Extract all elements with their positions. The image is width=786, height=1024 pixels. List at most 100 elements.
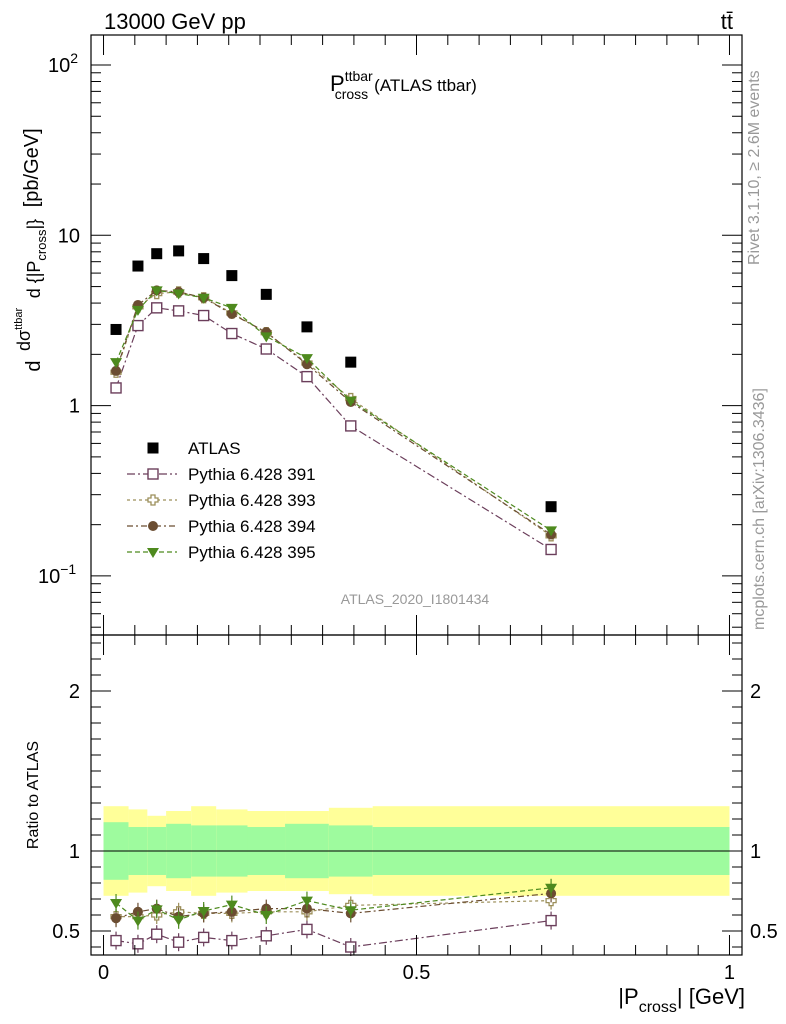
ratio-point-1 <box>226 934 238 947</box>
series-point-1 <box>226 327 238 340</box>
series-point-4 <box>260 332 273 343</box>
ratio-point-4 <box>110 899 123 909</box>
series-point-4 <box>344 396 357 407</box>
series-point-3 <box>226 309 237 320</box>
legend-label: ATLAS <box>188 439 241 458</box>
series-point-4 <box>131 305 144 316</box>
series-point-4 <box>300 354 313 365</box>
ratio-y-tick-label-right: 0.5 <box>750 921 778 943</box>
ratio-point-1 <box>345 941 357 953</box>
series-point-1 <box>545 543 557 556</box>
ratio-point-4 <box>344 906 357 917</box>
legend-label: Pythia 6.428 393 <box>188 491 316 510</box>
x-axis-label: |Pcross| [GeV] <box>618 984 745 1016</box>
series-line-4 <box>115 289 552 531</box>
ratio-point-3 <box>111 913 122 924</box>
legend-label: Pythia 6.428 391 <box>188 465 316 484</box>
main-axes: 10−1 1 10 102 <box>38 35 742 635</box>
legend-marker <box>147 548 159 558</box>
series-point-4 <box>225 303 238 314</box>
ratio-line-3 <box>115 892 552 919</box>
series-point-4 <box>172 289 185 300</box>
mcplots-label: mcplots.cern.ch [arXiv:1306.3436] <box>751 388 768 630</box>
data-point <box>132 260 144 272</box>
series-point-4 <box>110 358 123 369</box>
data-point <box>301 321 313 333</box>
legend-label: Pythia 6.428 395 <box>188 543 316 562</box>
series-point-1 <box>301 370 313 383</box>
data-point <box>198 253 210 265</box>
series-point-1 <box>110 382 122 394</box>
ratio-point-1 <box>172 936 185 948</box>
ratio-plot-marks <box>91 806 742 956</box>
series-point-1 <box>151 302 163 314</box>
ratio-line-1 <box>115 920 552 948</box>
ratio-point-1 <box>545 914 557 927</box>
ratio-y-tick-label: 2 <box>69 681 80 703</box>
ratio-line-4 <box>115 887 552 922</box>
ratio-point-4 <box>131 916 144 927</box>
ratio-point-4 <box>172 915 185 926</box>
data-point <box>260 288 272 300</box>
legend-marker <box>147 442 159 454</box>
ratio-point-1 <box>132 938 144 950</box>
y-axis-label: d dσttbar d {|Pcross|} [pb/GeV] <box>5 128 49 371</box>
legend: ATLAS Pythia 6.428 391 Pythia 6.428 393 Pyt… <box>127 439 316 562</box>
ratio-axis-label: Ratio to ATLAS <box>25 741 42 849</box>
series-point-1 <box>260 343 272 355</box>
ratio-point-1 <box>301 923 313 936</box>
ratio-y-tick-label-right: 1 <box>750 841 761 863</box>
ratio-axes: 0 0.5 1 0.5 0.5 1 1 2 2 <box>52 635 778 984</box>
series-line-1 <box>115 307 552 550</box>
series-point-1 <box>172 305 185 317</box>
ratio-y-tick-label-right: 2 <box>750 681 761 703</box>
rivet-version-label: Rivet 3.1.10, ≥ 2.6M events <box>746 70 763 265</box>
series-point-4 <box>545 526 558 537</box>
series-point-1 <box>132 319 144 332</box>
x-tick-label: 1 <box>724 962 735 984</box>
data-point <box>110 323 122 335</box>
energy-label: 13000 GeV pp <box>104 9 246 34</box>
ratio-point-1 <box>110 934 122 947</box>
series-line-3 <box>115 289 552 536</box>
series-point-3 <box>111 365 122 376</box>
ratio-panel: 0 0.5 1 0.5 0.5 1 1 2 2 Ratio to ATLAS <box>25 634 778 984</box>
ratio-point-4 <box>197 907 210 917</box>
series-point-1 <box>345 420 357 432</box>
ratio-point-4 <box>225 900 238 911</box>
legend-marker <box>148 521 158 531</box>
data-point <box>545 501 557 513</box>
y-tick-label: 10−1 <box>38 561 76 588</box>
ratio-point-4 <box>300 896 313 907</box>
series-point-4 <box>197 293 210 304</box>
ratio-point-1 <box>197 931 210 944</box>
process-label: tt̄ <box>721 9 733 34</box>
ratio-point-4 <box>150 905 163 916</box>
x-tick-label: 0 <box>98 962 109 984</box>
ratio-point-1 <box>151 928 163 940</box>
legend-marker <box>147 468 159 480</box>
ratio-point-1 <box>260 930 272 942</box>
y-tick-label: 10 <box>58 225 80 247</box>
series-point-4 <box>150 286 163 297</box>
ratio-point-4 <box>260 911 273 921</box>
svg-text:d dσttbar d {|: d dσttbar d {|Pcross|} [pb/GeV] <box>5 128 49 371</box>
ratio-line-2 <box>116 900 552 918</box>
ratio-y-tick-label: 1 <box>69 841 80 863</box>
y-tick-label: 102 <box>48 50 78 77</box>
data-point <box>173 245 185 257</box>
ratio-y-tick-label: 0.5 <box>52 921 80 943</box>
data-point <box>226 270 238 282</box>
series-point-1 <box>197 309 210 322</box>
main-plot-marks <box>110 245 558 556</box>
data-point <box>151 248 163 260</box>
x-tick-label: 0.5 <box>403 962 431 984</box>
ratio-point-4 <box>545 883 558 894</box>
plot-title: Pttbar cross (ATLAS ttbar) <box>330 68 477 102</box>
series-point-3 <box>301 359 312 370</box>
legend-marker <box>147 494 159 506</box>
legend-label: Pythia 6.428 394 <box>188 517 316 536</box>
analysis-tag: ATLAS_2020_I1801434 <box>341 591 490 607</box>
y-tick-label: 1 <box>69 396 80 418</box>
